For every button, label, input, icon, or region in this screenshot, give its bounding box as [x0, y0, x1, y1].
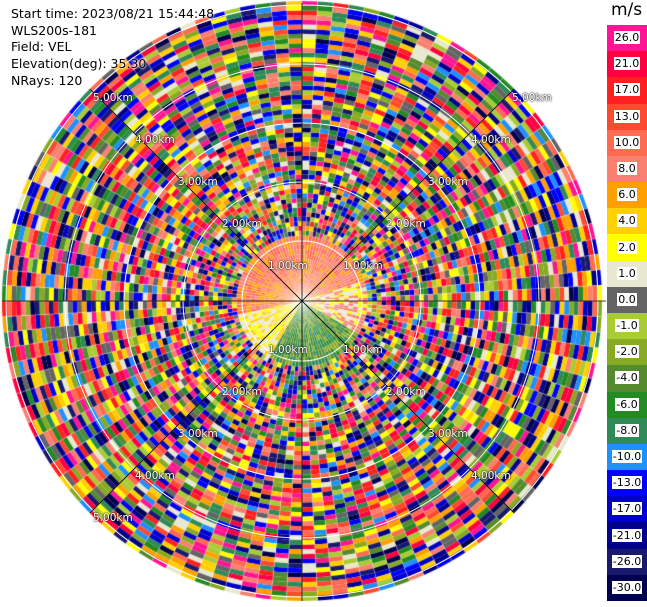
- range-label-5km-sw: 5.00km: [93, 512, 133, 524]
- range-label-5km-ne: 5.00km: [512, 92, 552, 104]
- range-label-3km-sw: 3.00km: [178, 428, 218, 440]
- instrument-label: WLS200s-181: [11, 22, 97, 38]
- range-label-2km-se: 2.00km: [386, 386, 426, 398]
- elevation-label: Elevation(deg): 35.30: [11, 55, 147, 71]
- range-label-3km-se: 3.00km: [428, 428, 468, 440]
- scan-info-panel: Start time: 2023/08/21 15:44:48 WLS200s-…: [11, 6, 214, 90]
- range-label-2km-ne: 2.00km: [386, 218, 426, 230]
- range-label-5km-nw: 5.00km: [93, 92, 133, 104]
- colorbar-tick-label: 0.0: [617, 292, 637, 306]
- colorbar-tick-label: -4.0: [615, 371, 639, 385]
- colorbar-tick-label: -21.0: [611, 528, 643, 542]
- range-label-1km-ne: 1.00km: [343, 260, 383, 272]
- range-label-4km-sw: 4.00km: [135, 470, 175, 482]
- colorbar-tick-label: -17.0: [611, 502, 643, 516]
- colorbar-tick-label: 8.0: [617, 162, 637, 175]
- colorbar-tick-label: -2.0: [615, 345, 639, 359]
- colorbar-tick-label: 26.0: [613, 31, 641, 45]
- range-label-3km-nw: 3.00km: [178, 176, 218, 188]
- colorbar-tick-label: 6.0: [617, 188, 637, 202]
- colorbar-tick-label: -6.0: [615, 397, 639, 411]
- range-label-1km-se: 1.00km: [343, 344, 383, 356]
- nrays-label: NRays: 120: [11, 73, 83, 88]
- range-label-4km-se: 4.00km: [471, 470, 511, 482]
- colorbar-tick-label: -13.0: [611, 476, 643, 490]
- colorbar-tick-label: 2.0: [617, 240, 637, 254]
- colorbar-tick-label: -8.0: [615, 423, 639, 437]
- colorbar-tick-label: -26.0: [611, 554, 643, 568]
- colorbar-tick-label: 21.0: [613, 57, 641, 71]
- range-label-2km-nw: 2.00km: [222, 218, 262, 230]
- colorbar-tick-label: -30.0: [611, 580, 643, 594]
- colorbar-tick-label: 4.0: [617, 214, 637, 228]
- range-label-4km-nw: 4.00km: [135, 134, 175, 146]
- colorbar-tick-label: 17.0: [613, 83, 641, 97]
- colorbar-unit-label: m/s: [611, 0, 643, 20]
- colorbar-tick-label: -10.0: [611, 450, 643, 463]
- range-label-3km-ne: 3.00km: [428, 176, 468, 188]
- start-time-label: Start time: 2023/08/21 15:44:48: [11, 6, 215, 21]
- colorbar-tick-label: 13.0: [613, 109, 641, 123]
- range-label-2km-sw: 2.00km: [222, 386, 262, 398]
- colorbar-tick-label: 1.0: [617, 266, 637, 280]
- range-label-1km-nw: 1.00km: [268, 260, 308, 272]
- colorbar-tick-label: -1.0: [615, 319, 639, 333]
- range-label-4km-ne: 4.00km: [471, 134, 511, 146]
- colorbar-tick-label: 10.0: [613, 135, 641, 149]
- field-label: Field: VEL: [11, 39, 72, 54]
- range-label-1km-sw: 1.00km: [268, 344, 308, 356]
- velocity-colorbar: 26.0 21.0 17.0 13.0 10.0 8.0 6.0 4.0 2.0 1.0 0.0 -1…: [607, 25, 647, 602]
